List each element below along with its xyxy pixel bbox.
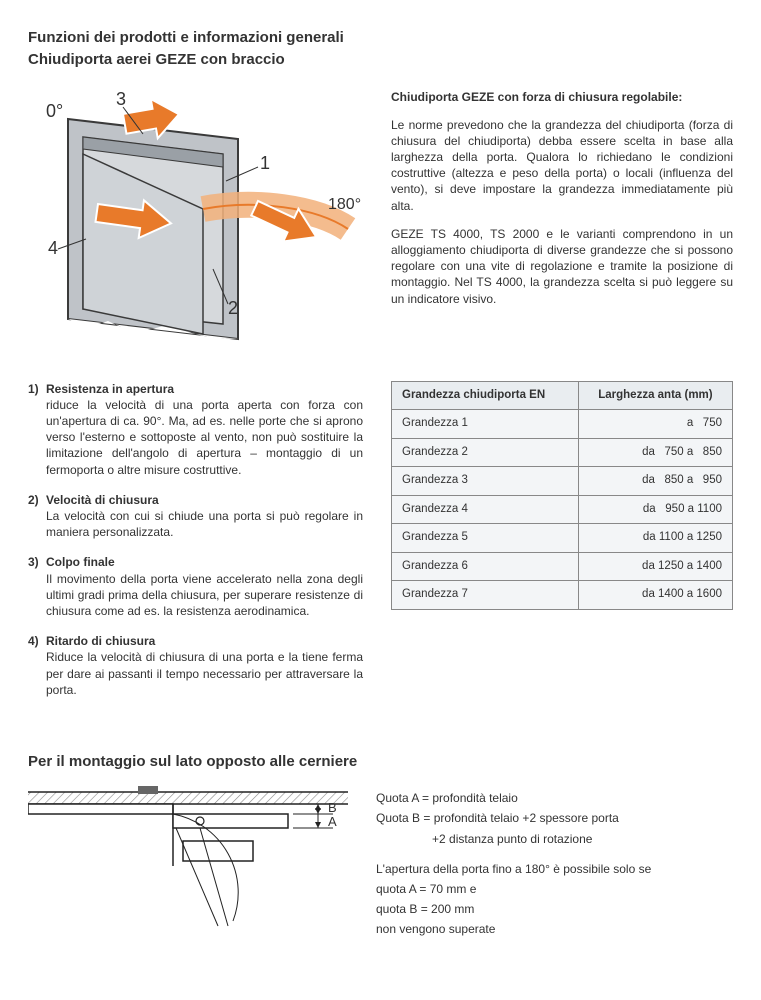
table-header-2: Larghezza anta (mm) <box>578 381 732 410</box>
label-B: B <box>328 800 337 815</box>
table-row: Grandezza 1a 750 <box>392 410 733 439</box>
intro-para-1: Le norme prevedono che la grandezza del … <box>391 117 733 214</box>
functions-list: 1)Resistenza in aperturariduce la veloci… <box>28 381 363 712</box>
function-number: 1) <box>28 381 46 478</box>
function-title: Ritardo di chiusura <box>46 633 363 649</box>
note-1: Quota A = profondità telaio <box>376 790 733 806</box>
top-row: 0° 180° 3 1 2 4 Chiudiporta GEZE con for… <box>28 89 733 353</box>
table-cell-width: da 750 a 850 <box>578 438 732 467</box>
table-cell-width: a 750 <box>578 410 732 439</box>
function-text: Riduce la velocità di chiusura di una po… <box>46 649 363 698</box>
table-cell-width: da 1400 a 1600 <box>578 581 732 610</box>
table-header-1: Grandezza chiudiporta EN <box>392 381 579 410</box>
table-cell-size: Grandezza 1 <box>392 410 579 439</box>
function-item: 1)Resistenza in aperturariduce la veloci… <box>28 381 363 478</box>
size-table-column: Grandezza chiudiporta EN Larghezza anta … <box>391 381 733 712</box>
function-number: 2) <box>28 492 46 541</box>
size-table: Grandezza chiudiporta EN Larghezza anta … <box>391 381 733 610</box>
door-diagram-column: 0° 180° 3 1 2 4 <box>28 89 363 353</box>
function-body: Ritardo di chiusuraRiduce la velocità di… <box>46 633 363 698</box>
note-3: L'apertura della porta fino a 180° è pos… <box>376 861 733 877</box>
page-title: Funzioni dei prodotti e informazioni gen… <box>28 28 733 48</box>
callout-4: 4 <box>48 238 58 258</box>
label-A: A <box>328 814 337 829</box>
label-0deg: 0° <box>46 101 63 121</box>
function-text: Il movimento della porta viene accelerat… <box>46 571 363 620</box>
table-cell-width: da 850 a 950 <box>578 467 732 496</box>
mid-row: 1)Resistenza in aperturariduce la veloci… <box>28 381 733 712</box>
function-number: 4) <box>28 633 46 698</box>
door-diagram: 0° 180° 3 1 2 4 <box>28 89 363 349</box>
note-2: Quota B = profondità telaio +2 spessore … <box>376 810 733 826</box>
callout-1: 1 <box>260 153 270 173</box>
table-row: Grandezza 2da 750 a 850 <box>392 438 733 467</box>
function-number: 3) <box>28 554 46 619</box>
function-body: Velocità di chiusuraLa velocità con cui … <box>46 492 363 541</box>
note-5: quota B = 200 mm <box>376 901 733 917</box>
function-title: Velocità di chiusura <box>46 492 363 508</box>
table-cell-size: Grandezza 5 <box>392 524 579 553</box>
intro-text-column: Chiudiporta GEZE con forza di chiusura r… <box>391 89 733 353</box>
table-cell-size: Grandezza 7 <box>392 581 579 610</box>
function-body: Resistenza in aperturariduce la velocità… <box>46 381 363 478</box>
callout-3: 3 <box>116 89 126 109</box>
note-6: non vengono superate <box>376 921 733 937</box>
intro-para-2: GEZE TS 4000, TS 2000 e le varianti comp… <box>391 226 733 307</box>
table-cell-width: da 950 a 1100 <box>578 495 732 524</box>
label-180deg: 180° <box>328 196 361 213</box>
note-2b: +2 distanza punto di rotazione <box>376 831 733 847</box>
table-cell-width: da 1100 a 1250 <box>578 524 732 553</box>
table-cell-size: Grandezza 3 <box>392 467 579 496</box>
intro-heading: Chiudiporta GEZE con forza di chiusura r… <box>391 89 733 105</box>
table-row: Grandezza 3da 850 a 950 <box>392 467 733 496</box>
function-text: riduce la velocità di una porta aperta c… <box>46 397 363 478</box>
bottom-row: A B Quota A = profondità telaio Quota B … <box>28 786 733 941</box>
table-row: Grandezza 5da 1100 a 1250 <box>392 524 733 553</box>
table-row: Grandezza 7da 1400 a 1600 <box>392 581 733 610</box>
page-subtitle: Chiudiporta aerei GEZE con braccio <box>28 50 733 70</box>
section2-title: Per il montaggio sul lato opposto alle c… <box>28 752 733 772</box>
mounting-diagram: A B <box>28 786 348 936</box>
mounting-notes: Quota A = profondità telaio Quota B = pr… <box>376 786 733 941</box>
function-body: Colpo finaleIl movimento della porta vie… <box>46 554 363 619</box>
function-title: Colpo finale <box>46 554 363 570</box>
table-cell-width: da 1250 a 1400 <box>578 552 732 581</box>
table-cell-size: Grandezza 4 <box>392 495 579 524</box>
function-item: 3)Colpo finaleIl movimento della porta v… <box>28 554 363 619</box>
function-item: 4)Ritardo di chiusuraRiduce la velocità … <box>28 633 363 698</box>
callout-2: 2 <box>228 298 238 318</box>
function-title: Resistenza in apertura <box>46 381 363 397</box>
tech-diagram-column: A B <box>28 786 348 940</box>
note-4: quota A = 70 mm e <box>376 881 733 897</box>
table-cell-size: Grandezza 6 <box>392 552 579 581</box>
function-item: 2)Velocità di chiusuraLa velocità con cu… <box>28 492 363 541</box>
table-row: Grandezza 4da 950 a 1100 <box>392 495 733 524</box>
table-cell-size: Grandezza 2 <box>392 438 579 467</box>
function-text: La velocità con cui si chiude una porta … <box>46 508 363 540</box>
table-row: Grandezza 6da 1250 a 1400 <box>392 552 733 581</box>
